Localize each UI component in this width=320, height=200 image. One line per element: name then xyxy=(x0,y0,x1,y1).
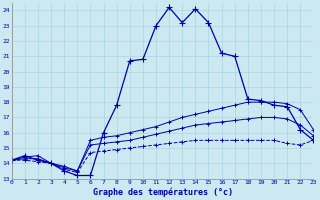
X-axis label: Graphe des températures (°c): Graphe des températures (°c) xyxy=(92,188,233,197)
